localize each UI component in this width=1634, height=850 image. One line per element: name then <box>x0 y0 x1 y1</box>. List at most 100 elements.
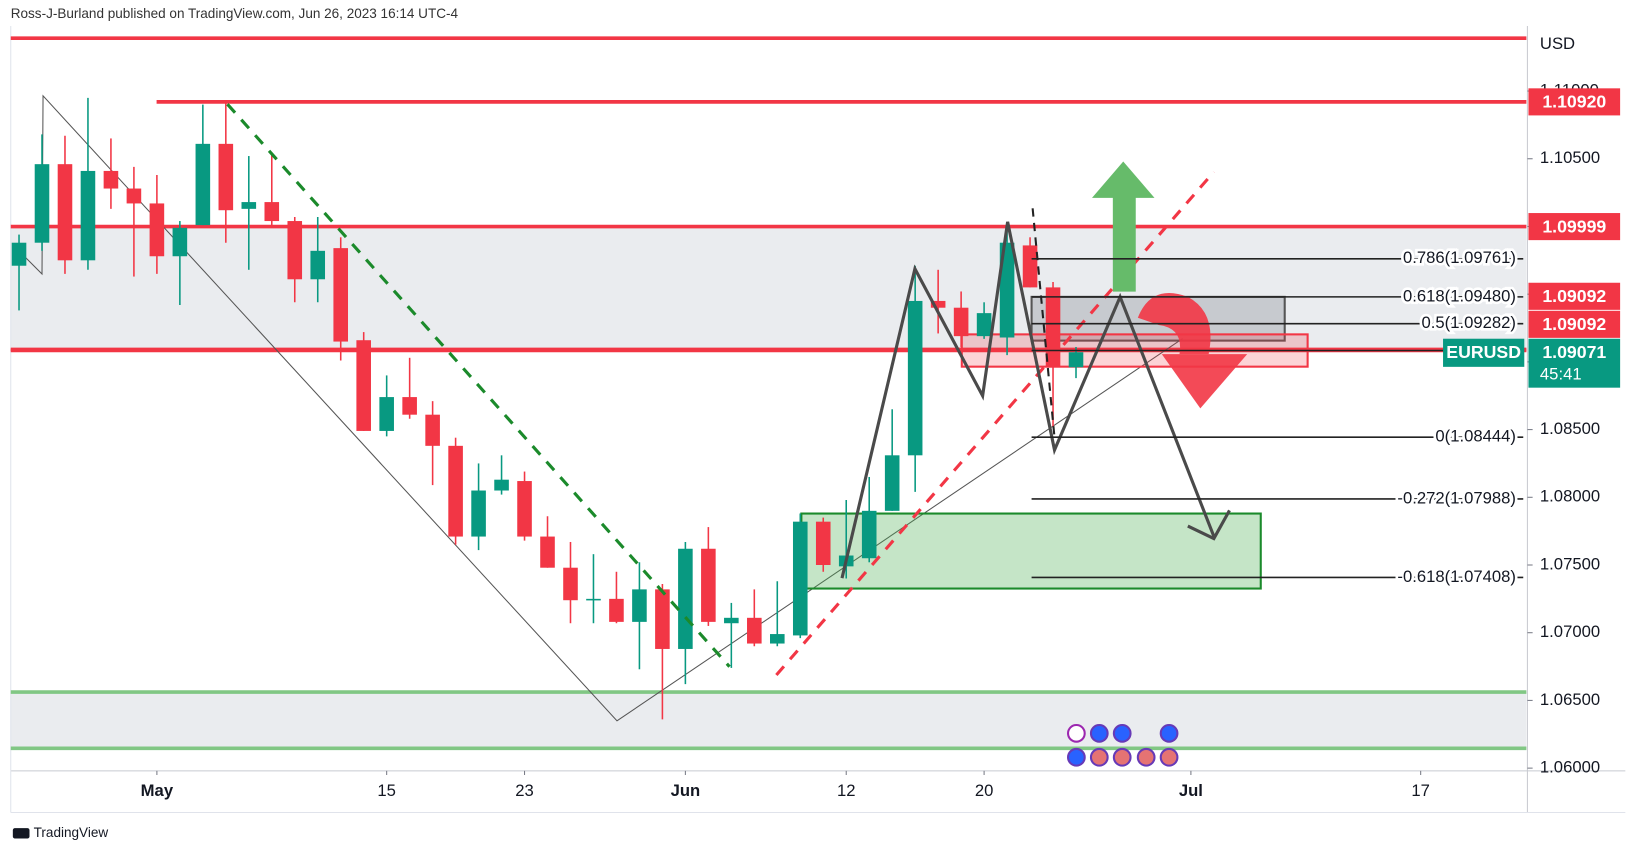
candle-body <box>724 617 739 624</box>
candle-body <box>34 164 50 243</box>
candle <box>103 138 119 209</box>
price-label-box <box>1528 310 1621 338</box>
projection-arrowhead <box>1187 509 1231 541</box>
price-label: 1.09092 <box>1542 314 1606 334</box>
candle <box>1045 281 1061 427</box>
candle <box>976 302 992 339</box>
candle <box>678 541 693 685</box>
candle <box>57 135 73 274</box>
candle-body <box>494 479 509 491</box>
target-zone-box <box>800 512 1262 590</box>
candle-body <box>402 397 417 415</box>
dashed-trend-line <box>775 170 1216 677</box>
y-tick-label: 1.08500 <box>1540 419 1600 438</box>
y-tick-label: 1.07500 <box>1540 554 1600 573</box>
candle-body <box>930 300 946 308</box>
candle-body <box>149 203 165 257</box>
last-price-box <box>1528 338 1621 388</box>
candle-body <box>815 521 831 565</box>
event-icon <box>1067 747 1086 767</box>
publisher-header: Ross-J-Burland published on TradingView.… <box>11 6 459 21</box>
candle-body <box>517 481 532 537</box>
candle-body <box>540 536 555 568</box>
candle-body <box>57 164 73 261</box>
symbol-label: EURUSD <box>1446 342 1521 362</box>
price-label: 1.09999 <box>1542 216 1606 236</box>
candle <box>861 476 877 563</box>
candle-body <box>264 202 280 222</box>
event-icon <box>1159 747 1179 767</box>
event-icon <box>1067 723 1086 743</box>
candle-body <box>218 143 234 211</box>
zones-layer <box>10 226 1527 749</box>
candle <box>310 216 326 303</box>
horizontal-lines-layer <box>10 36 1527 751</box>
candle-body <box>701 548 716 622</box>
event-icon <box>1089 723 1109 743</box>
candle <box>792 513 808 639</box>
fib-label: 0.5(1.09282) <box>1421 313 1515 332</box>
x-tick-label: Jul <box>1179 781 1203 800</box>
x-tick-label: Jun <box>671 781 701 800</box>
price-label: 1.10920 <box>1542 92 1606 112</box>
candle-body <box>172 227 188 257</box>
candle-body <box>953 307 969 337</box>
candle <box>907 265 923 492</box>
candle-body <box>678 548 693 649</box>
candle-body <box>999 242 1015 338</box>
candle <box>1068 346 1084 379</box>
candle <box>609 571 624 624</box>
fib-label: -0.272(1.07988) <box>1397 488 1516 507</box>
candle <box>287 216 303 303</box>
fib-label: -0.618(1.07408) <box>1397 567 1516 586</box>
event-icons <box>1067 723 1179 767</box>
candle-body <box>241 202 257 209</box>
candle-body <box>195 143 211 226</box>
price-labels-layer: Ross-J-Burland published on TradingView.… <box>11 6 1621 840</box>
candle-body <box>356 340 371 431</box>
candle-body <box>770 634 785 644</box>
dashed-marker-line <box>1031 208 1056 438</box>
candle <box>149 175 165 274</box>
candle <box>930 269 946 334</box>
footer-brand: TradingView <box>34 825 109 840</box>
candle <box>770 581 785 647</box>
candle <box>540 516 555 568</box>
candle <box>34 134 50 251</box>
y-tick-label: 1.07000 <box>1540 622 1600 641</box>
y-tick-label: 1.10500 <box>1540 148 1600 167</box>
x-tick-label: May <box>141 781 174 800</box>
candle <box>724 602 739 668</box>
candle <box>126 166 142 277</box>
x-tick-label: 20 <box>975 781 994 800</box>
candle-body <box>907 300 923 456</box>
y-tick-label: 1.06500 <box>1540 690 1600 709</box>
last-price-label: 1.09071 <box>1542 342 1606 362</box>
x-tick-label: 12 <box>837 781 856 800</box>
candle <box>356 332 371 431</box>
price-label-box <box>1528 282 1621 310</box>
candle-body <box>976 313 992 337</box>
candle-body <box>126 188 142 204</box>
candle <box>264 154 280 226</box>
x-tick-label: 17 <box>1411 781 1430 800</box>
candle <box>494 455 509 495</box>
candle <box>953 291 969 347</box>
event-icon <box>1089 747 1109 767</box>
fib-label: 0.618(1.09480) <box>1403 286 1516 305</box>
candle-body <box>632 589 647 622</box>
candle <box>517 471 532 541</box>
candle-body <box>655 589 670 649</box>
candle-body <box>1022 245 1038 288</box>
candle <box>884 409 900 511</box>
candle-body <box>1045 287 1061 368</box>
candle <box>11 234 27 311</box>
candle <box>195 104 211 226</box>
event-icon <box>1159 723 1179 743</box>
fib-label: 0.786(1.09761) <box>1403 248 1516 267</box>
candle-body <box>861 510 877 559</box>
candle <box>425 401 440 486</box>
candle-body <box>379 397 394 431</box>
